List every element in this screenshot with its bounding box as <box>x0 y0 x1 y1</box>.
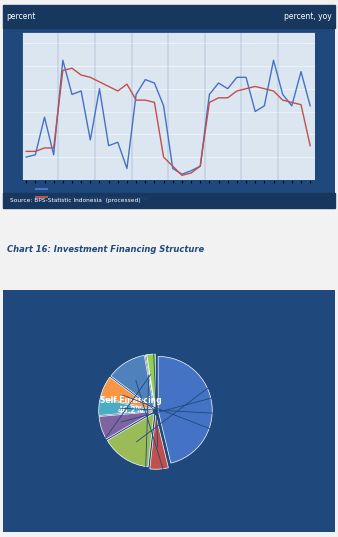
Text: Source: BPS-Statistic Indonesia  (processed): Source: BPS-Statistic Indonesia (process… <box>10 198 141 203</box>
Text: Chart 16: Investment Financing Structure: Chart 16: Investment Financing Structure <box>7 245 204 253</box>
Bar <box>3 5 335 28</box>
Legend: Capacity Utilization, Investment on Machinery (rhs): Capacity Utilization, Investment on Mach… <box>33 184 151 203</box>
Bar <box>3 193 335 208</box>
Text: percent: percent <box>7 12 36 21</box>
Text: percent, yoy: percent, yoy <box>284 12 331 21</box>
